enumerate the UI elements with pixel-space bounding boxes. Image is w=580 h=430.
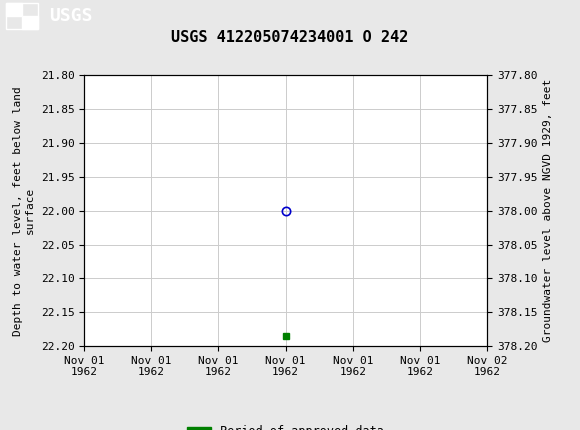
Text: USGS 412205074234001 O 242: USGS 412205074234001 O 242 bbox=[171, 30, 409, 45]
Bar bbox=[6, 3, 38, 29]
Bar bbox=[22, 16, 38, 29]
Y-axis label: Groundwater level above NGVD 1929, feet: Groundwater level above NGVD 1929, feet bbox=[543, 79, 553, 342]
Bar bbox=[6, 3, 21, 16]
Y-axis label: Depth to water level, feet below land
surface: Depth to water level, feet below land su… bbox=[13, 86, 35, 335]
Text: USGS: USGS bbox=[49, 7, 93, 25]
Legend: Period of approved data: Period of approved data bbox=[183, 421, 389, 430]
